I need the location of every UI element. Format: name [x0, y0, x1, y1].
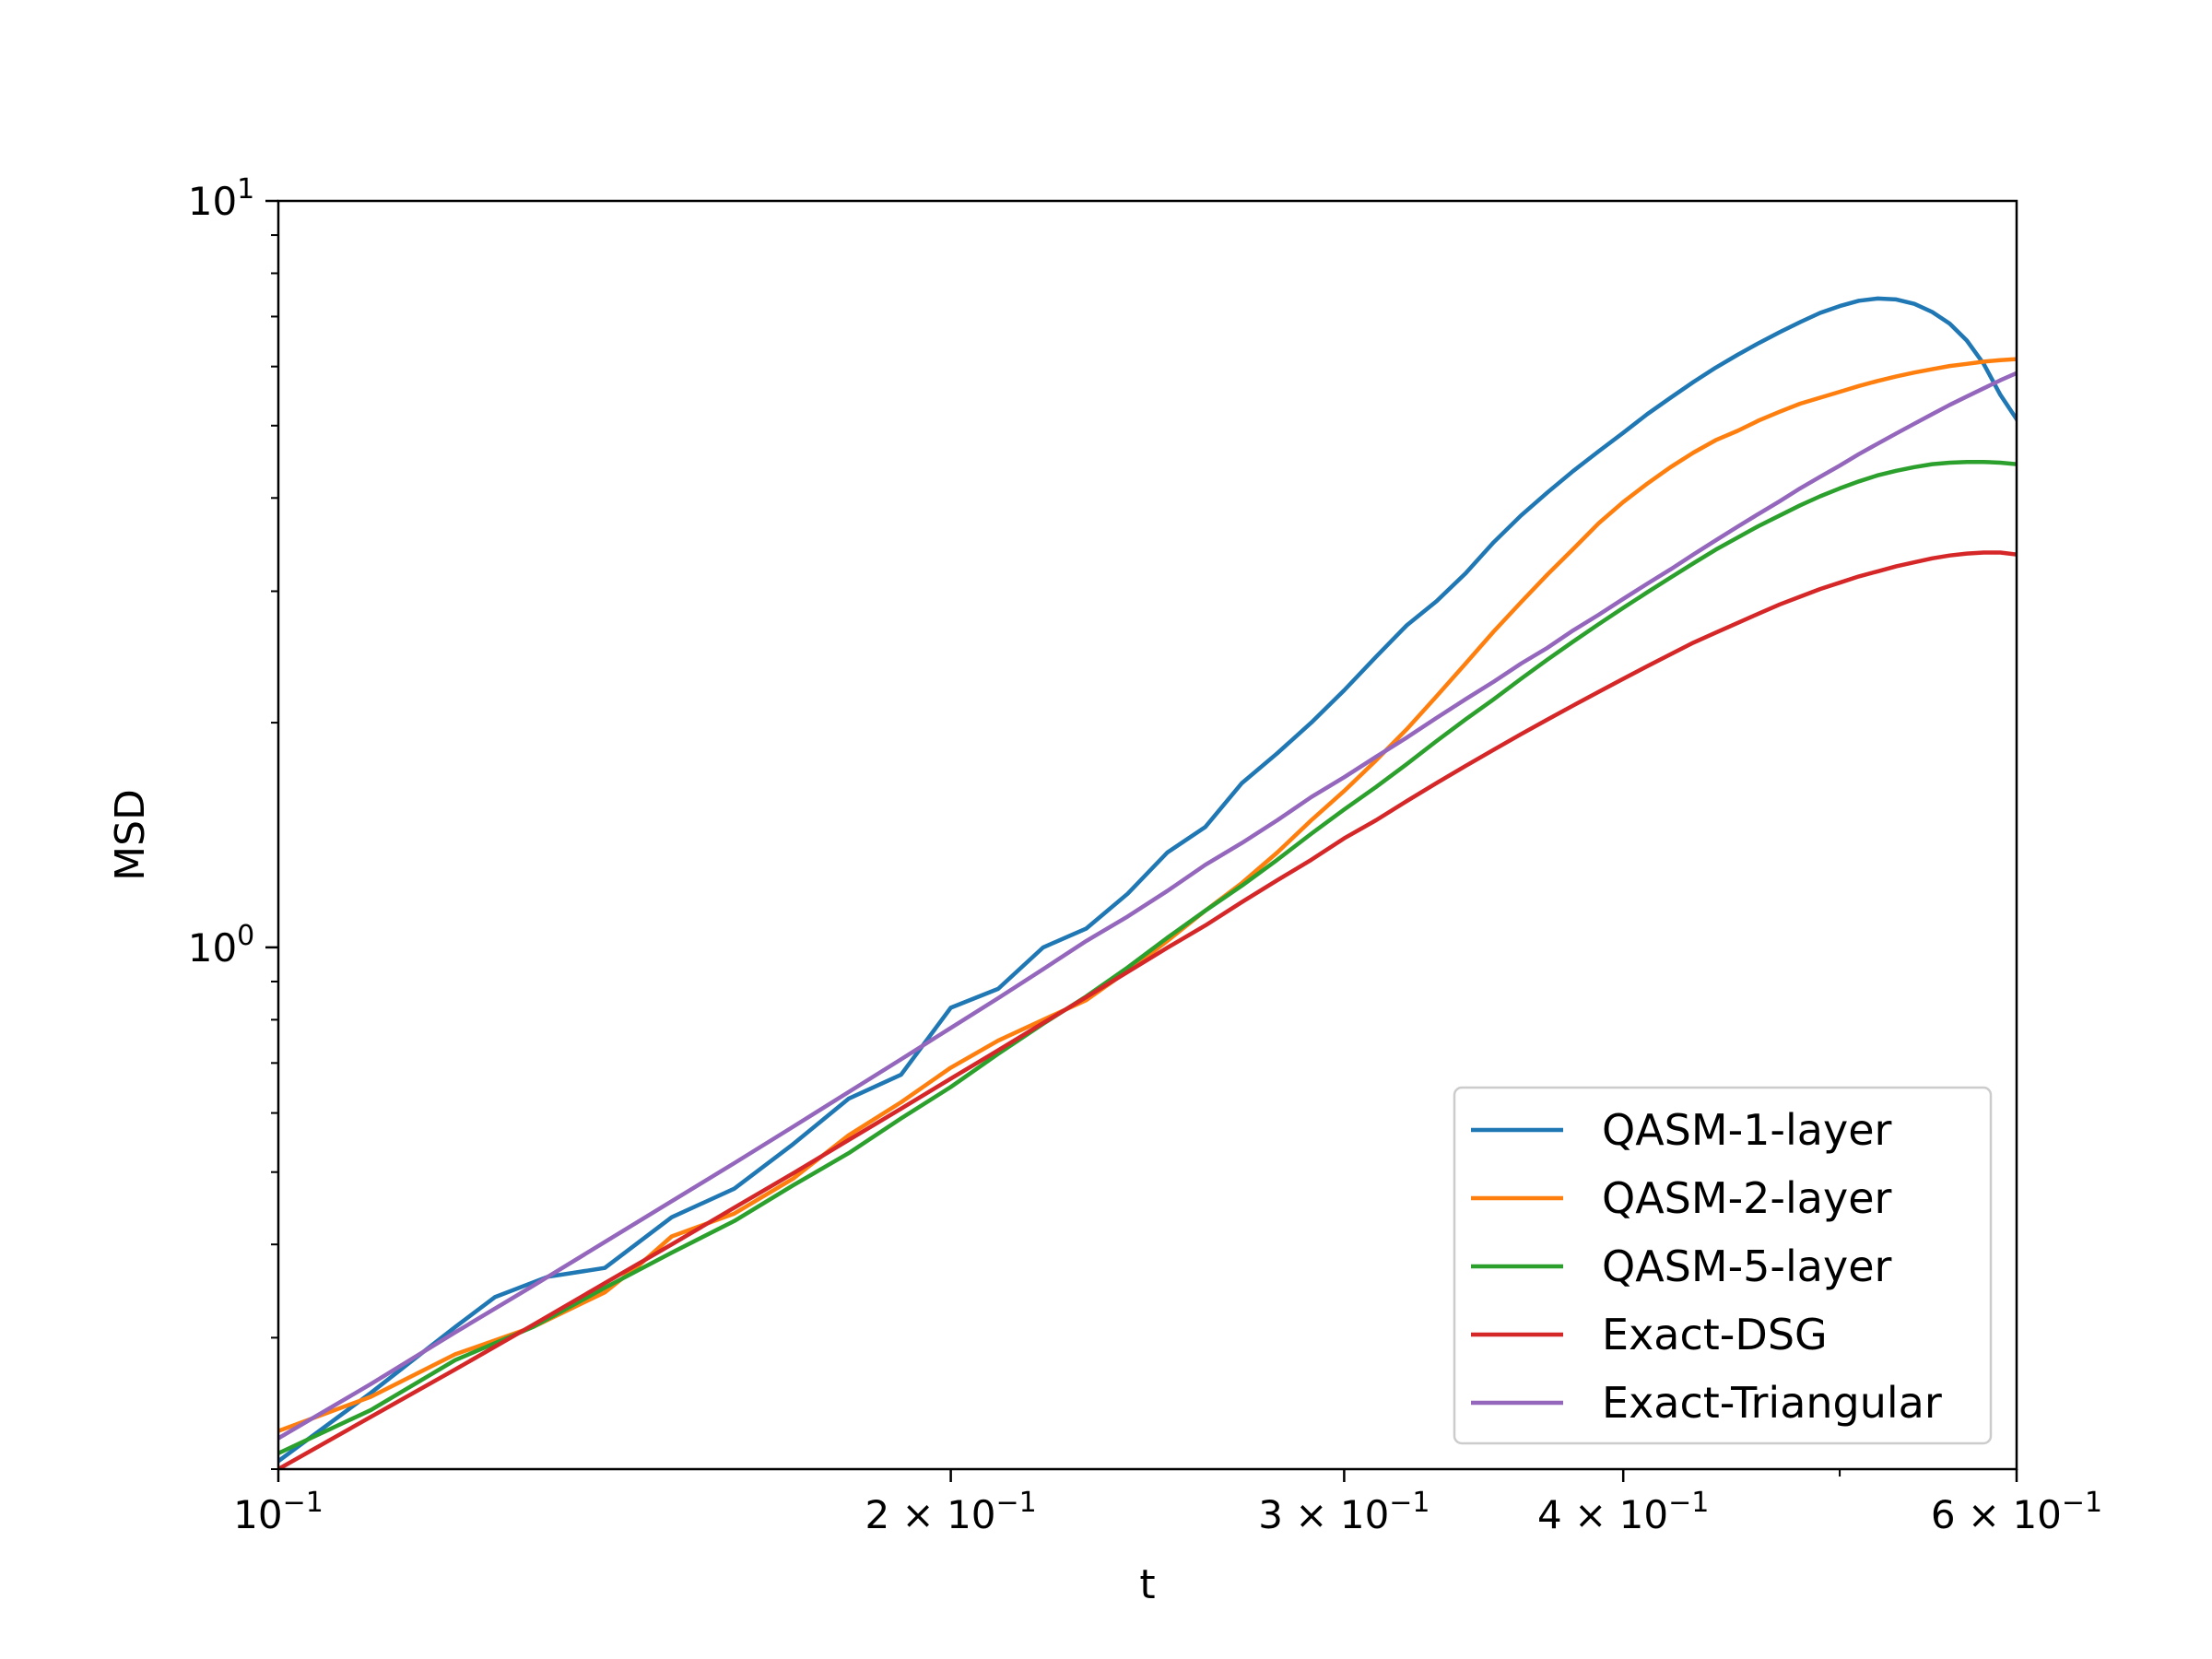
- series-line-3: [278, 459, 2017, 1456]
- y-tick-label: 100: [188, 920, 255, 971]
- legend-label: QASM-5-layer: [1602, 1241, 1892, 1291]
- series-layer: [278, 296, 2017, 1469]
- x-tick-label: 6 × 10−1: [1931, 1487, 2102, 1537]
- x-axis: 10−1 2 × 10−1 3 × 10−1 4 × 10−1 6 × 10−1: [233, 1469, 2102, 1537]
- legend-box: [1453, 1086, 1993, 1445]
- y-axis-title: MSD: [107, 789, 154, 881]
- x-tick-label: 10−1: [233, 1487, 324, 1537]
- legend-label: QASM-1-layer: [1602, 1105, 1892, 1155]
- series-line-1: [278, 296, 2017, 1465]
- plot-area-frame: [276, 199, 2018, 1471]
- legend-label: QASM-2-layer: [1602, 1173, 1892, 1223]
- x-tick-label: 3 × 10−1: [1258, 1487, 1430, 1537]
- legend-label: Exact-DSG: [1602, 1310, 1828, 1359]
- legend: QASM-1-layer QASM-2-layer QASM-5-layer Exac…: [1453, 1086, 1993, 1445]
- legend-label: Exact-Triangular: [1602, 1378, 1942, 1428]
- y-axis: 100 101: [188, 173, 278, 1470]
- x-tick-label: 2 × 10−1: [865, 1487, 1036, 1537]
- series-line-5: [278, 371, 2017, 1441]
- x-axis-title: t: [1139, 1561, 1155, 1608]
- y-tick-label: 101: [188, 173, 255, 224]
- series-line-4: [278, 550, 2017, 1469]
- x-tick-label: 4 × 10−1: [1537, 1487, 1709, 1537]
